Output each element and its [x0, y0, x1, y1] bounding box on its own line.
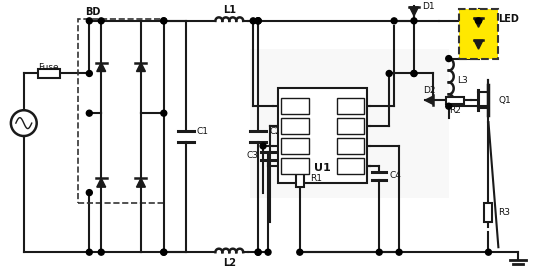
- Text: HV: HV: [345, 102, 356, 111]
- Text: C1: C1: [197, 127, 209, 136]
- Bar: [296, 169, 304, 187]
- Text: ADIM: ADIM: [341, 161, 360, 170]
- Circle shape: [86, 249, 92, 255]
- Circle shape: [255, 249, 261, 255]
- Text: VCC: VCC: [287, 141, 302, 150]
- Circle shape: [250, 18, 256, 24]
- Circle shape: [86, 70, 92, 76]
- Circle shape: [297, 249, 303, 255]
- Circle shape: [255, 249, 261, 255]
- Polygon shape: [474, 18, 483, 27]
- Circle shape: [161, 18, 167, 24]
- Circle shape: [446, 103, 452, 109]
- Circle shape: [260, 143, 266, 149]
- Circle shape: [86, 110, 92, 116]
- Bar: [337, 118, 365, 134]
- Text: NV: NV: [345, 122, 356, 130]
- Text: R2: R2: [449, 106, 461, 115]
- Circle shape: [411, 18, 417, 24]
- Circle shape: [446, 56, 452, 62]
- Text: Fuse: Fuse: [38, 63, 59, 72]
- Bar: [281, 158, 308, 174]
- Text: L2: L2: [223, 258, 236, 268]
- Circle shape: [255, 18, 261, 24]
- Bar: [459, 9, 498, 59]
- Polygon shape: [425, 96, 433, 104]
- Circle shape: [161, 110, 167, 116]
- Circle shape: [265, 249, 271, 255]
- Text: L1: L1: [223, 5, 236, 15]
- Text: RT: RT: [290, 161, 300, 170]
- Bar: [281, 118, 308, 134]
- Circle shape: [161, 249, 167, 255]
- Circle shape: [98, 249, 104, 255]
- Text: R1: R1: [310, 174, 322, 183]
- Text: D2: D2: [422, 86, 435, 95]
- Bar: [38, 69, 59, 79]
- Polygon shape: [409, 7, 419, 16]
- Text: Q1: Q1: [498, 96, 511, 105]
- Bar: [281, 98, 308, 114]
- Text: D1: D1: [422, 2, 434, 12]
- Text: BD: BD: [86, 7, 101, 17]
- Text: U1: U1: [314, 163, 331, 173]
- Bar: [250, 49, 449, 197]
- Text: C4: C4: [389, 171, 401, 180]
- Polygon shape: [474, 40, 483, 49]
- Circle shape: [486, 249, 492, 255]
- Text: C3: C3: [246, 151, 258, 160]
- Bar: [485, 203, 493, 222]
- Circle shape: [396, 249, 402, 255]
- Circle shape: [476, 18, 481, 24]
- Circle shape: [86, 190, 92, 196]
- Bar: [337, 138, 365, 154]
- Bar: [337, 158, 365, 174]
- Bar: [281, 138, 308, 154]
- Text: C2: C2: [269, 127, 281, 136]
- Text: LED: LED: [498, 14, 519, 24]
- Circle shape: [161, 249, 167, 255]
- Polygon shape: [97, 63, 106, 72]
- Circle shape: [376, 249, 382, 255]
- Circle shape: [391, 18, 397, 24]
- Circle shape: [386, 70, 392, 76]
- Bar: [78, 19, 164, 203]
- Circle shape: [255, 18, 261, 24]
- Bar: [446, 97, 464, 104]
- Circle shape: [86, 18, 92, 24]
- Text: L3: L3: [457, 76, 468, 85]
- Polygon shape: [136, 178, 146, 187]
- Circle shape: [98, 18, 104, 24]
- Bar: [278, 88, 367, 183]
- Text: GND: GND: [342, 141, 359, 150]
- Text: CS: CS: [290, 102, 300, 111]
- Text: R3: R3: [498, 208, 510, 217]
- Circle shape: [411, 70, 417, 76]
- Circle shape: [411, 70, 417, 76]
- Circle shape: [161, 18, 167, 24]
- Polygon shape: [97, 178, 106, 187]
- Polygon shape: [136, 63, 146, 72]
- Text: OUT: OUT: [287, 122, 303, 130]
- Circle shape: [255, 18, 261, 24]
- Bar: [337, 98, 365, 114]
